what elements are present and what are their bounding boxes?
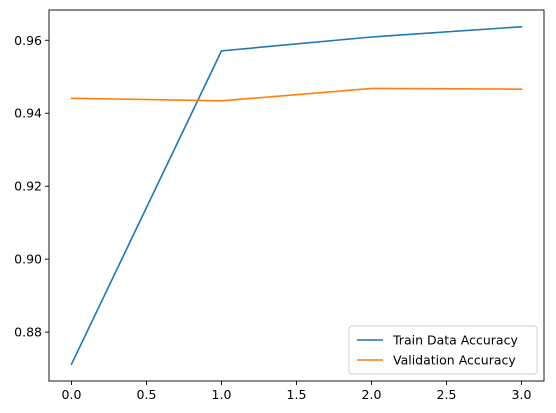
x-tick-label: 1.0 — [212, 387, 232, 402]
legend-label-1: Validation Accuracy — [393, 353, 516, 368]
x-tick-label: 2.5 — [437, 387, 457, 402]
series-line-0 — [70, 25, 523, 366]
legend-box — [348, 325, 538, 375]
plot-area — [70, 25, 523, 366]
y-tick-label: 0.96 — [14, 33, 42, 48]
axes: 0.0 0.5 1.0 1.5 2.0 2.5 3.0 0.88 0.90 0.92 0.94 0.9… — [14, 9, 545, 402]
x-tick-label: 1.5 — [287, 387, 307, 402]
legend-label-0: Train Data Accuracy — [392, 333, 518, 348]
x-tick-label: 3.0 — [512, 387, 532, 402]
x-tick-label: 0.5 — [137, 387, 157, 402]
y-tick-label: 0.92 — [14, 179, 42, 194]
y-tick-label: 0.90 — [14, 252, 42, 267]
y-tick-label: 0.94 — [14, 106, 42, 121]
series-line-1 — [70, 87, 523, 102]
y-tick-label: 0.88 — [14, 325, 42, 340]
legend: Train Data Accuracy Validation Accuracy — [348, 325, 538, 375]
x-tick-label: 0.0 — [62, 387, 82, 402]
x-tick-label: 2.0 — [362, 387, 382, 402]
